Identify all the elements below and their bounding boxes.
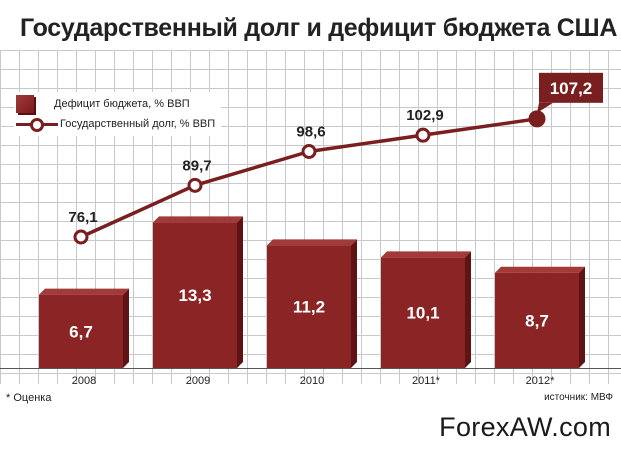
bar bbox=[39, 294, 123, 368]
debt-point bbox=[73, 229, 89, 245]
bar-side bbox=[351, 239, 357, 368]
x-tick-label: 2012* bbox=[526, 375, 555, 387]
chart-title: Государственный долг и дефицит бюджета С… bbox=[20, 14, 618, 42]
debt-point-label: 107,2 bbox=[550, 79, 593, 98]
debt-point bbox=[415, 127, 431, 143]
callout-pointer bbox=[537, 102, 553, 113]
bar-group: 10,1 bbox=[381, 251, 471, 368]
bar-value-label: 8,7 bbox=[525, 311, 549, 330]
legend-item-deficit: Дефицит бюджета, % ВВП bbox=[16, 94, 215, 114]
debt-point bbox=[301, 144, 317, 159]
x-tick-label: 2008 bbox=[72, 375, 96, 387]
bar bbox=[153, 222, 237, 368]
footnote: * Оценка bbox=[6, 392, 52, 404]
debt-point-label: 102,9 bbox=[406, 107, 444, 124]
debt-point bbox=[187, 177, 203, 193]
legend-bar-swatch-icon bbox=[16, 95, 34, 113]
x-tick-label: 2009 bbox=[186, 375, 210, 387]
bars: 6,7 13,3 11,2 10,1 8,7 bbox=[39, 216, 585, 368]
bar-value-label: 11,2 bbox=[293, 298, 325, 317]
bar bbox=[381, 257, 465, 368]
bar-side bbox=[465, 251, 471, 368]
bar-top bbox=[153, 216, 243, 223]
bar-top bbox=[39, 288, 129, 295]
bar-group: 13,3 bbox=[153, 216, 243, 368]
legend-line-marker-icon bbox=[16, 117, 58, 132]
bar-top bbox=[381, 251, 471, 258]
bar-side bbox=[123, 288, 129, 368]
bar-value-label: 6,7 bbox=[69, 322, 93, 341]
bar-group: 6,7 bbox=[39, 288, 129, 368]
bar-group: 8,7 bbox=[495, 266, 585, 368]
bar-top bbox=[495, 266, 585, 273]
bar-value-label: 13,3 bbox=[178, 286, 211, 305]
bar-top bbox=[267, 239, 357, 246]
x-tick-label: 2010 bbox=[300, 375, 324, 387]
debt-point-label: 98,6 bbox=[296, 124, 325, 141]
legend-item-debt: Государственный долг, % ВВП bbox=[16, 114, 215, 134]
callout-box bbox=[539, 72, 603, 103]
bar bbox=[495, 272, 579, 368]
source-note: источник: МВФ bbox=[544, 392, 613, 403]
legend-label-debt: Государственный долг, % ВВП bbox=[60, 118, 216, 130]
bar-value-label: 10,1 bbox=[406, 304, 439, 323]
watermark: ForexAW.com bbox=[439, 412, 611, 442]
bar-side bbox=[237, 216, 243, 368]
bar bbox=[267, 245, 351, 368]
debt-point-label: 76,1 bbox=[68, 209, 97, 226]
debt-point bbox=[528, 110, 546, 128]
bar-side bbox=[579, 266, 585, 368]
debt-point-label: 89,7 bbox=[182, 157, 211, 174]
legend: Дефицит бюджета, % ВВП Государственный д… bbox=[14, 92, 222, 136]
x-tick-label: 2011* bbox=[412, 375, 441, 387]
bar-group: 11,2 bbox=[267, 239, 357, 368]
legend-label-deficit: Дефицит бюджета, % ВВП bbox=[54, 98, 190, 110]
